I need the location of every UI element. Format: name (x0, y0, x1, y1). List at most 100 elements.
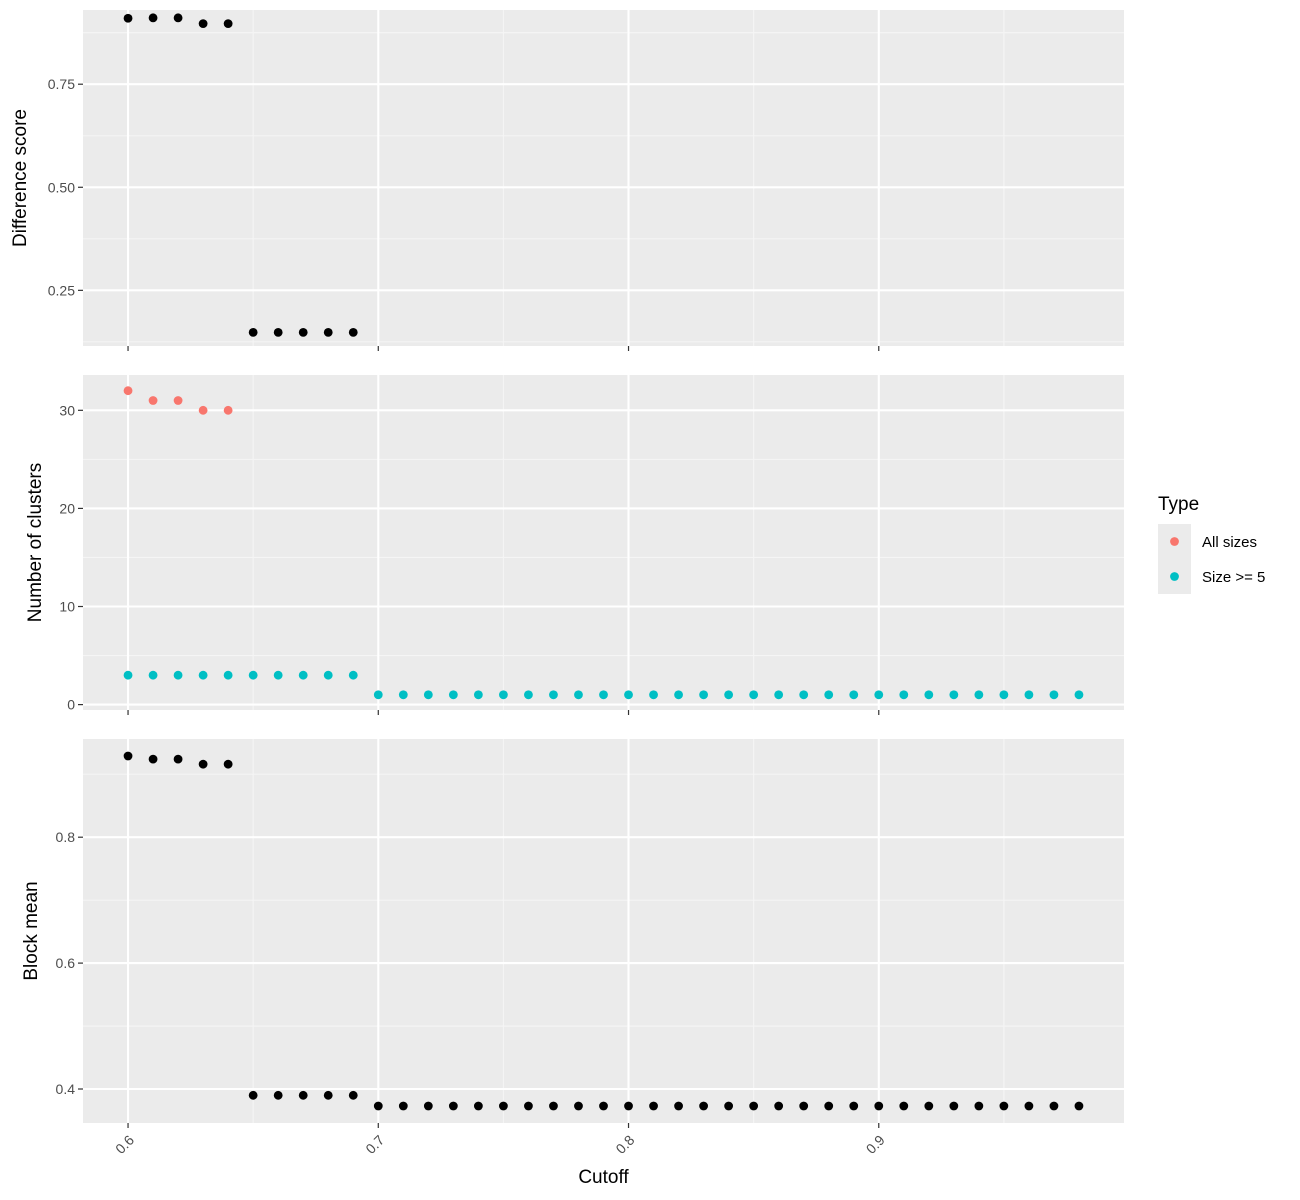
legend-key-all-sizes (1170, 537, 1179, 546)
y-tick-label: 10 (59, 599, 75, 615)
data-point (148, 396, 158, 405)
data-point (448, 690, 458, 700)
data-point (323, 1090, 333, 1100)
y-tick-label: 20 (59, 500, 75, 516)
data-point (223, 759, 233, 769)
data-point (599, 690, 608, 700)
data-point (198, 405, 208, 415)
data-point (248, 1090, 258, 1100)
data-point (949, 690, 959, 700)
data-point (423, 690, 433, 700)
series-all-sizes (123, 386, 233, 415)
data-point (874, 1101, 884, 1111)
data-point (323, 670, 333, 680)
data-point (448, 1101, 458, 1111)
data-point (549, 1101, 558, 1111)
data-point (924, 1101, 934, 1111)
y-tick-label: 0.6 (56, 955, 76, 971)
data-point (373, 1101, 383, 1111)
data-point (699, 1101, 708, 1111)
data-point (1024, 1101, 1034, 1111)
data-point (624, 690, 633, 700)
data-point (674, 690, 683, 700)
data-point (473, 1101, 483, 1111)
data-point (849, 690, 859, 700)
data-point (774, 1101, 784, 1111)
data-point (173, 670, 183, 680)
y-tick-label: 0.25 (48, 282, 75, 298)
data-point (248, 670, 258, 680)
data-point (123, 13, 133, 23)
data-point (398, 690, 408, 700)
data-point (724, 1101, 734, 1111)
data-point (899, 690, 909, 700)
data-point (624, 1101, 633, 1111)
panels: 0.25 0.50 0.75 Difference score 0 10 20 30 Numbe… (10, 10, 1124, 1188)
panel-1: 0.25 0.50 0.75 Difference score (10, 10, 1124, 351)
data-point (1049, 1101, 1059, 1111)
data-point (974, 1101, 984, 1111)
data-point (123, 386, 133, 396)
data-point (223, 19, 233, 29)
data-point (799, 690, 809, 700)
panel-background (83, 739, 1124, 1123)
legend-label-all-sizes: All sizes (1202, 534, 1257, 551)
data-point (148, 670, 158, 680)
data-point (198, 19, 208, 29)
legend-label-size-ge-5: Size >= 5 (1202, 569, 1265, 586)
data-point (248, 327, 258, 337)
data-point (799, 1101, 809, 1111)
y-axis-title: Block mean (21, 881, 42, 980)
data-point (473, 690, 483, 700)
series-points-1 (123, 13, 358, 337)
data-point (323, 327, 333, 337)
data-point (373, 690, 383, 700)
data-point (974, 690, 984, 700)
data-point (824, 690, 834, 700)
data-point (524, 690, 533, 700)
legend-title: Type (1158, 494, 1199, 515)
data-point (549, 690, 558, 700)
legend: Type All sizes Size >= 5 (1158, 494, 1265, 594)
data-point (173, 396, 183, 405)
data-point (524, 1101, 533, 1111)
y-tick-label: 0.75 (48, 76, 75, 92)
data-point (899, 1101, 909, 1111)
data-point (223, 670, 233, 680)
data-point (148, 13, 158, 23)
data-point (924, 690, 934, 700)
data-point (423, 1101, 433, 1111)
data-point (724, 690, 734, 700)
series-size-5 (123, 670, 1084, 700)
data-point (1024, 690, 1034, 700)
x-axis-title: Cutoff (578, 1167, 629, 1188)
data-point (599, 1101, 608, 1111)
data-point (298, 1090, 308, 1100)
panel-background (83, 10, 1124, 346)
data-point (749, 690, 759, 700)
series-points-1 (123, 751, 1084, 1111)
data-point (173, 13, 183, 23)
data-point (398, 1101, 408, 1111)
data-point (298, 670, 308, 680)
legend-key-size-ge-5 (1170, 572, 1179, 581)
data-point (849, 1101, 859, 1111)
data-point (273, 327, 283, 337)
data-point (273, 1090, 283, 1100)
data-point (774, 690, 784, 700)
y-tick-label: 0.8 (56, 829, 76, 845)
data-point (348, 1090, 358, 1100)
panel-2: 0 10 20 30 Number of clusters (25, 375, 1124, 715)
data-point (949, 1101, 959, 1111)
y-axis-title: Number of clusters (25, 463, 46, 622)
data-point (699, 690, 708, 700)
data-point (348, 670, 358, 680)
data-point (874, 690, 884, 700)
data-point (499, 690, 508, 700)
data-point (198, 759, 208, 769)
data-point (649, 1101, 658, 1111)
data-point (1074, 690, 1084, 700)
data-point (298, 327, 308, 337)
data-point (574, 690, 583, 700)
